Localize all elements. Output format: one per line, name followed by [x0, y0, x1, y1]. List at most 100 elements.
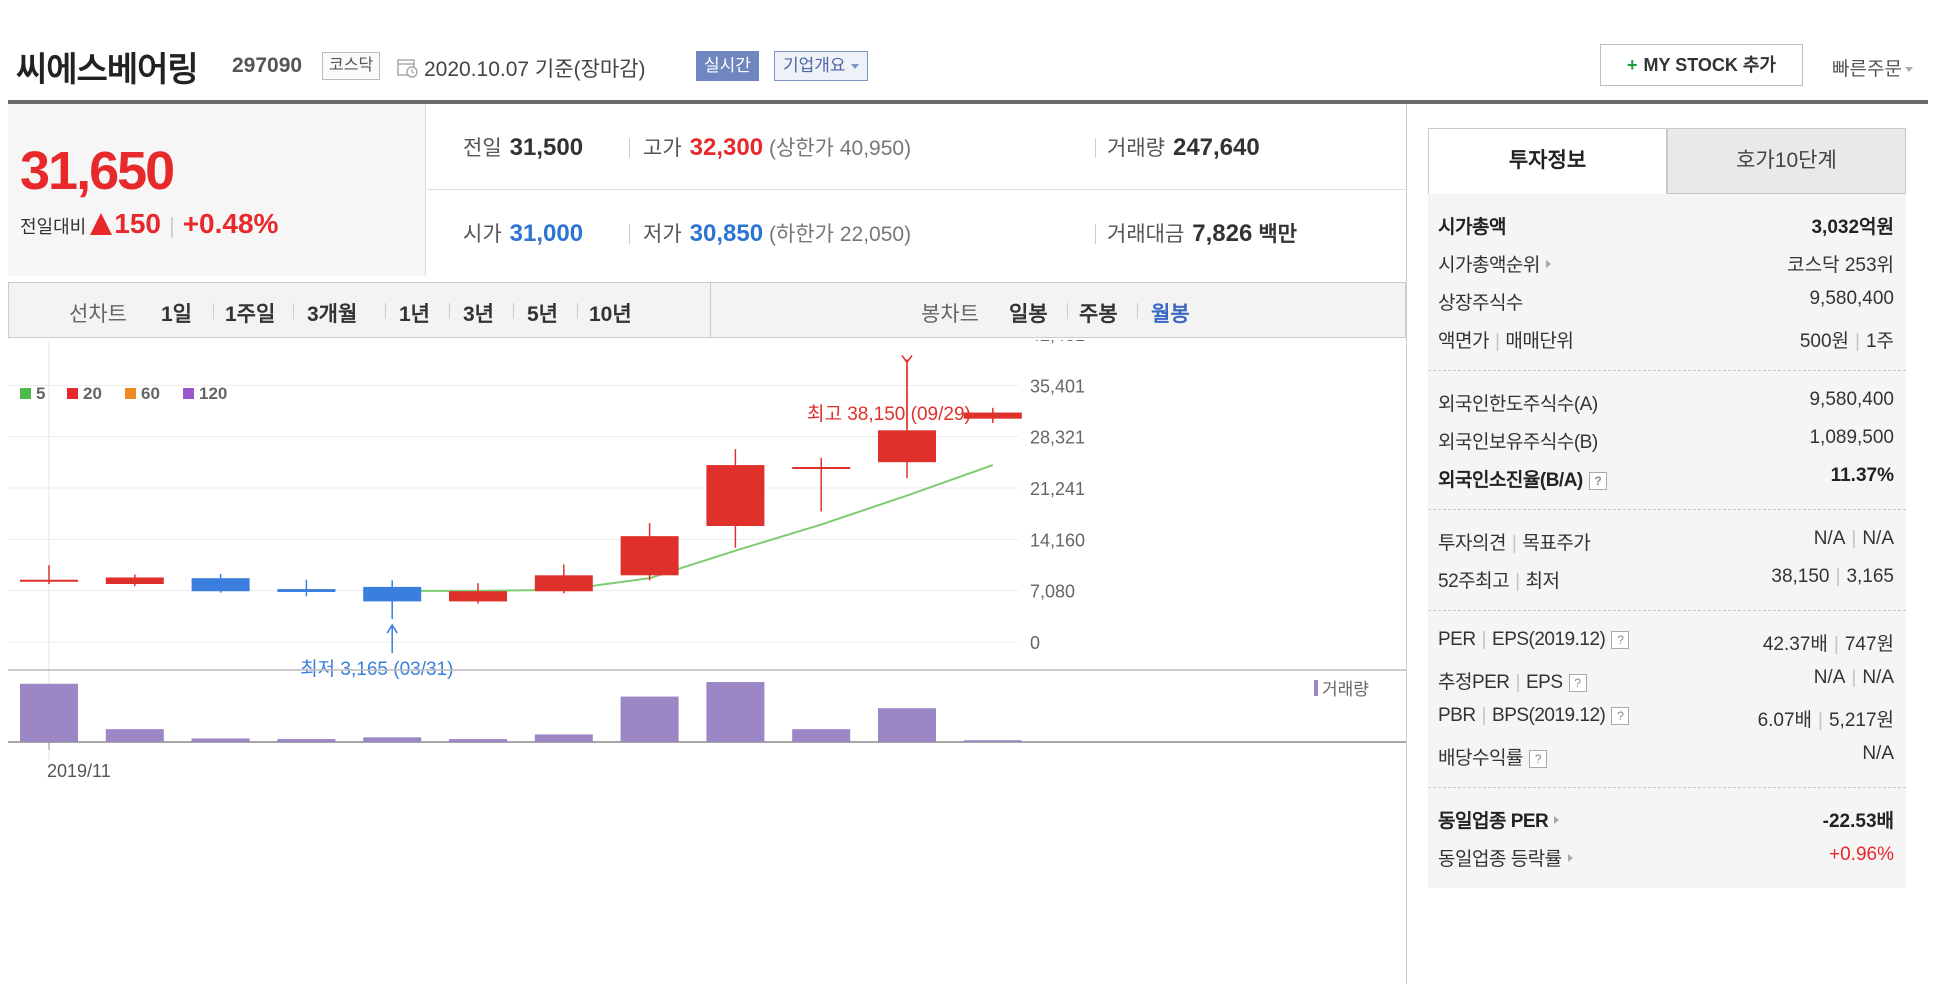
pbr-label: PBR: [1438, 705, 1476, 726]
prev-close-label: 전일: [463, 137, 502, 160]
sector-per-value: -22.53배: [1822, 811, 1894, 832]
sector-change-value: +0.96%: [1829, 844, 1894, 865]
per-label-wrap: PER | EPS(2019.12)?: [1438, 629, 1630, 651]
volume-bar: [105, 729, 164, 742]
help-icon[interactable]: ?: [1568, 674, 1587, 692]
volume-bar: [963, 740, 1022, 742]
min-annotation: 최저 3,165 (03/31): [300, 658, 453, 680]
add-mystock-button[interactable]: + MY STOCK 추가: [1600, 44, 1803, 86]
tab-orderbook[interactable]: 호가10단계: [1667, 128, 1906, 194]
change-percent: +0.48%: [182, 208, 279, 239]
candle-body: [449, 591, 507, 602]
amount-unit: 백만: [1258, 223, 1297, 246]
price-change: 전일대비 150 | +0.48%: [20, 208, 278, 240]
divider: [1067, 303, 1068, 319]
par-label: 액면가: [1438, 331, 1489, 352]
legend-swatch: [125, 388, 136, 399]
open-value: 31,000: [509, 220, 584, 247]
foreign-ratio-label-wrap: 외국인소진율(B/A)?: [1438, 465, 1607, 492]
help-icon[interactable]: ?: [1528, 750, 1547, 768]
y-tick-label: 7,080: [1030, 582, 1075, 602]
dividend-value: N/A: [1862, 743, 1894, 764]
y-tick-label: 35,401: [1030, 376, 1085, 396]
help-icon[interactable]: ?: [1611, 707, 1630, 725]
y-tick-label: 42,481: [1030, 340, 1085, 345]
pbr-value: 6.07배: [1757, 710, 1813, 731]
info-row: 배당수익률? N/A: [1428, 735, 1906, 773]
panel-divider: [1406, 104, 1407, 984]
high-value: 32,300: [689, 134, 764, 161]
legend-label: 20: [83, 384, 102, 403]
sector-change-link[interactable]: 동일업종 등락률: [1438, 844, 1573, 871]
plus-icon: +: [1627, 55, 1638, 75]
volume: 거래량 247,640: [1107, 132, 1260, 162]
bps-value: 5,217원: [1828, 710, 1894, 731]
candle-body: [620, 536, 679, 576]
period-3m[interactable]: 3개월: [307, 303, 358, 326]
legend-swatch: [183, 388, 194, 399]
amount-value: 7,826: [1192, 220, 1253, 247]
chart-controls: 선차트 1일 1주일 3개월 1년 3년 5년 10년 봉차트 일봉 주봉 월봉: [8, 282, 1406, 338]
info-row[interactable]: 동일업종 등락률 +0.96%: [1428, 836, 1906, 874]
bps-label: BPS(2019.12): [1492, 705, 1606, 726]
line-chart-periods: 선차트 1일 1주일 3개월 1년 3년 5년 10년: [9, 283, 711, 337]
y-tick-label: 0: [1030, 633, 1040, 653]
eps-value: 747원: [1844, 634, 1894, 655]
current-price: 31,650: [20, 141, 175, 201]
low-price: 저가 30,850 (하한가 22,050): [643, 218, 911, 248]
legend-swatch: [67, 388, 78, 399]
quick-order-dropdown[interactable]: 빠른주문: [1832, 54, 1913, 81]
x-tick-label: 2019/11: [47, 761, 111, 781]
chevron-right-icon: [1545, 260, 1551, 268]
divider: |: [168, 213, 175, 238]
info-row: PER | EPS(2019.12)? 42.37배 | 747원: [1428, 621, 1906, 659]
realtime-button[interactable]: 실시간: [696, 51, 759, 81]
period-5y[interactable]: 5년: [527, 303, 558, 326]
period-1w[interactable]: 1주일: [225, 303, 276, 326]
chevron-down-icon: [850, 64, 859, 70]
period-1y[interactable]: 1년: [399, 303, 430, 326]
help-icon[interactable]: ?: [1588, 472, 1607, 490]
stock-code: 297090: [232, 54, 303, 77]
high-price: 고가 32,300 (상한가 40,950): [643, 132, 911, 162]
period-10y[interactable]: 10년: [589, 303, 632, 326]
foreign-ratio-value: 11.37%: [1830, 465, 1894, 486]
sector-per-label: 동일업종 PER: [1438, 811, 1549, 832]
period-1d[interactable]: 1일: [161, 303, 192, 326]
candle-body: [363, 586, 422, 602]
candle-monthly[interactable]: 월봉: [1151, 303, 1190, 326]
period-3y[interactable]: 3년: [463, 303, 494, 326]
info-row: 외국인보유주식수(B) 1,089,500: [1428, 419, 1906, 457]
divider: |: [1494, 331, 1500, 352]
volume-bar: [620, 696, 679, 742]
sector-change-label: 동일업종 등락률: [1438, 849, 1562, 870]
est-per-value-wrap: N/A | N/A: [1814, 667, 1894, 689]
legend-label: 60: [141, 384, 160, 403]
divider: [629, 224, 630, 244]
tab-investment-info[interactable]: 투자정보: [1428, 128, 1667, 194]
divider: |: [1855, 331, 1860, 352]
candle-daily[interactable]: 일봉: [1009, 303, 1048, 326]
target-label: 목표주가: [1522, 533, 1591, 554]
per-value-wrap: 42.37배 | 747원: [1763, 629, 1894, 656]
volume-value: 247,640: [1172, 134, 1260, 161]
info-row[interactable]: 동일업종 PER -22.53배: [1428, 798, 1906, 836]
dividend-label: 배당수익률: [1438, 748, 1523, 769]
market-cap-rank-link[interactable]: 시가총액순위: [1438, 250, 1551, 277]
help-icon[interactable]: ?: [1611, 631, 1630, 649]
w52-value-wrap: 38,150 | 3,165: [1771, 566, 1894, 588]
quote-row: 전일 31,500 고가 32,300 (상한가 40,950) 거래량 247,640: [427, 104, 1407, 190]
candle-body: [20, 579, 78, 582]
candle-weekly[interactable]: 주봉: [1079, 303, 1118, 326]
ma20-line: [392, 464, 994, 592]
calendar-icon: [397, 59, 418, 78]
company-info-dropdown[interactable]: 기업개요: [774, 51, 868, 81]
foreign-hold-label: 외국인보유주식수(B): [1438, 432, 1598, 453]
pbr-label-wrap: PBR | BPS(2019.12)?: [1438, 705, 1630, 727]
w52-label-wrap: 52주최고 | 최저: [1438, 566, 1560, 593]
info-row[interactable]: 시가총액순위 코스닥 253위: [1428, 242, 1906, 280]
y-tick-label: 14,160: [1030, 530, 1085, 550]
legend-swatch: [20, 388, 31, 399]
pbr-value-wrap: 6.07배 | 5,217원: [1758, 705, 1894, 732]
sector-per-link[interactable]: 동일업종 PER: [1438, 806, 1560, 833]
